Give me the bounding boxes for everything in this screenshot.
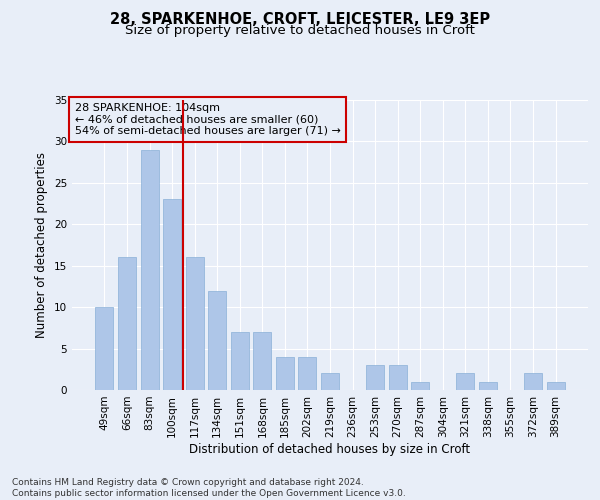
Bar xyxy=(253,332,271,390)
Bar xyxy=(276,357,294,390)
Bar xyxy=(231,332,249,390)
X-axis label: Distribution of detached houses by size in Croft: Distribution of detached houses by size … xyxy=(190,442,470,456)
Bar xyxy=(479,382,497,390)
Text: Size of property relative to detached houses in Croft: Size of property relative to detached ho… xyxy=(125,24,475,37)
Bar xyxy=(185,258,204,390)
Text: 28, SPARKENHOE, CROFT, LEICESTER, LE9 3EP: 28, SPARKENHOE, CROFT, LEICESTER, LE9 3E… xyxy=(110,12,490,28)
Bar xyxy=(547,382,565,390)
Bar xyxy=(456,374,475,390)
Bar xyxy=(95,307,113,390)
Bar xyxy=(118,258,136,390)
Bar xyxy=(321,374,339,390)
Bar xyxy=(366,365,384,390)
Bar xyxy=(163,200,181,390)
Text: 28 SPARKENHOE: 104sqm
← 46% of detached houses are smaller (60)
54% of semi-deta: 28 SPARKENHOE: 104sqm ← 46% of detached … xyxy=(74,103,340,136)
Bar xyxy=(298,357,316,390)
Text: Contains HM Land Registry data © Crown copyright and database right 2024.
Contai: Contains HM Land Registry data © Crown c… xyxy=(12,478,406,498)
Bar xyxy=(389,365,407,390)
Bar xyxy=(140,150,158,390)
Y-axis label: Number of detached properties: Number of detached properties xyxy=(35,152,49,338)
Bar xyxy=(411,382,429,390)
Bar xyxy=(208,290,226,390)
Bar xyxy=(524,374,542,390)
